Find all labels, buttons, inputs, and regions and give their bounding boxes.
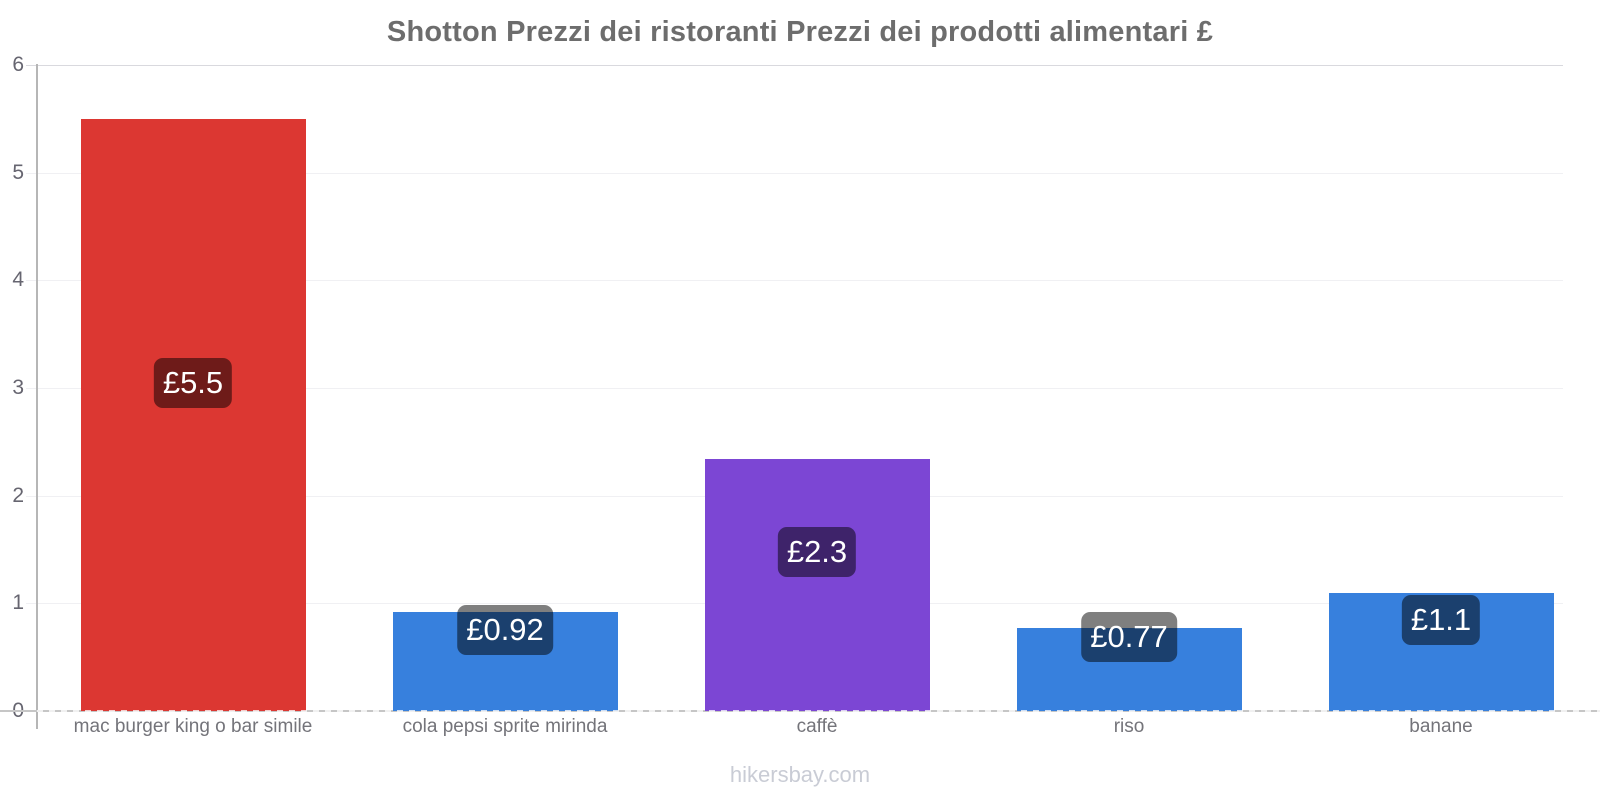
y-axis-line: [36, 64, 38, 729]
chart-title: Shotton Prezzi dei ristoranti Prezzi dei…: [386, 16, 1214, 48]
bar-value-badge: £5.5: [153, 357, 233, 408]
gridline: [26, 172, 1563, 174]
y-tick-label: 5: [12, 160, 24, 184]
gridline: [26, 65, 1563, 66]
bar-value-badge: £0.77: [1081, 611, 1177, 662]
y-tick-label: 3: [12, 376, 24, 399]
watermark: hikersbay.com: [729, 762, 871, 787]
x-axis-dashed-overlay: [37, 710, 1600, 712]
y-tick-label: 2: [12, 483, 24, 507]
y-tick-label: 1: [12, 591, 24, 615]
x-axis-label: mac burger king o bar simile: [73, 716, 313, 737]
x-axis-label: banane: [1409, 716, 1473, 737]
x-axis-label: cola pepsi sprite mirinda: [402, 716, 608, 737]
gridline: [26, 280, 1563, 282]
y-tick-label: 4: [12, 268, 24, 292]
x-axis-label: caffè: [796, 716, 838, 737]
bar-1: [80, 118, 306, 711]
x-axis-label: riso: [1113, 716, 1145, 737]
bar-3: [704, 459, 930, 711]
y-tick-label: 6: [12, 53, 24, 76]
bar-value-badge: £0.92: [457, 605, 553, 656]
bar-value-badge: £1.1: [1401, 594, 1481, 645]
bar-value-badge: £2.3: [777, 527, 857, 578]
gridline: [26, 388, 1563, 389]
